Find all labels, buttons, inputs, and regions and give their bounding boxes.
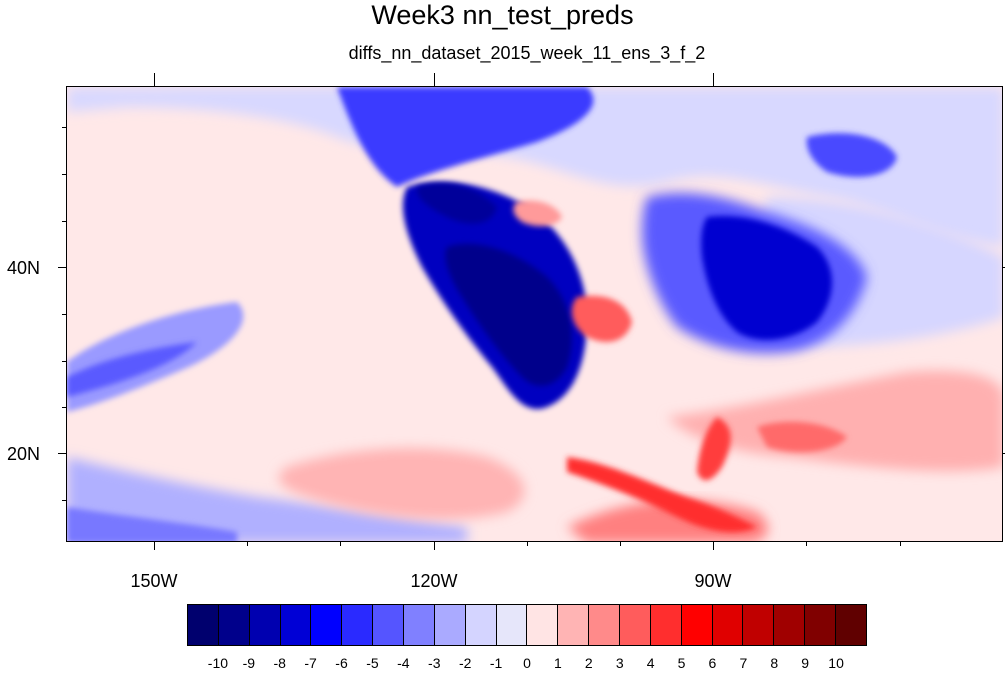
colorbar-label: 2	[584, 655, 593, 671]
colorbar-cell	[311, 605, 343, 645]
colorbar-label: -9	[242, 655, 256, 671]
colorbar-cell	[404, 605, 435, 645]
colorbar-label: -4	[397, 655, 410, 671]
colorbar-label: -7	[304, 655, 317, 671]
tick-left-minor	[62, 407, 66, 408]
colorbar-label: 8	[770, 655, 779, 671]
colorbar-label: -2	[458, 655, 472, 671]
colorbar-cell	[681, 605, 713, 645]
colorbar-cell	[805, 605, 837, 645]
tick-bottom-minor	[247, 542, 248, 546]
map-field	[67, 87, 1002, 541]
colorbar-label: 4	[646, 655, 655, 671]
colorbar-cell	[342, 605, 374, 645]
colorbar-cell	[373, 605, 405, 645]
colorbar-label: 6	[708, 655, 717, 671]
tick-bottom	[154, 542, 155, 550]
figure-subtitle: diffs_nn_dataset_2015_week_11_ens_3_f_2	[348, 43, 706, 63]
lon-label-150w: 150W	[130, 571, 178, 591]
colorbar-cell	[496, 605, 528, 645]
tick-left-minor	[62, 500, 66, 501]
colorbar-label: -1	[489, 655, 503, 671]
colorbar-label: 9	[801, 655, 810, 671]
lon-label-120w: 120W	[410, 571, 458, 591]
lat-label-20n: 20N	[6, 444, 40, 464]
colorbar-labels: -10 -9 -8 -7 -6 -5 -4 -3 -2 -1 0 1 2 3 4 5 6 7 8 9 10	[187, 655, 867, 673]
map-plot	[66, 86, 1003, 542]
tick-bottom-minor	[527, 542, 528, 546]
colorbar-cell	[774, 605, 806, 645]
colorbar-label: 0	[523, 655, 531, 671]
colorbar-cell	[280, 605, 312, 645]
tick-right	[1002, 267, 1005, 268]
colorbar-cell	[558, 605, 590, 645]
tick-bottom	[713, 542, 714, 550]
colorbar-cell	[620, 605, 651, 645]
tick-bottom-minor	[620, 542, 621, 546]
colorbar-cell	[249, 605, 281, 645]
tick-bottom	[434, 542, 435, 550]
colorbar-label: 5	[677, 655, 686, 671]
tick-left-minor	[62, 127, 66, 128]
colorbar-label: -6	[335, 655, 348, 671]
colorbar	[187, 604, 867, 646]
tick-bottom-minor	[806, 542, 807, 546]
tick-top	[154, 73, 155, 86]
colorbar-cell	[527, 605, 559, 645]
tick-left-minor	[62, 221, 66, 222]
colorbar-cell	[465, 605, 497, 645]
lat-label-40n: 40N	[6, 258, 40, 278]
colorbar-label: -10	[207, 655, 229, 671]
figure-title: Week3 nn_test_preds	[371, 0, 634, 30]
colorbar-label: -8	[273, 655, 286, 671]
tick-left-minor	[62, 314, 66, 315]
tick-left-minor	[62, 174, 66, 175]
tick-left	[58, 453, 66, 454]
tick-bottom-minor	[900, 542, 901, 546]
tick-left-minor	[62, 361, 66, 362]
colorbar-label: -5	[366, 655, 379, 671]
colorbar-cell	[434, 605, 466, 645]
tick-bottom-minor	[340, 542, 341, 546]
colorbar-cell	[188, 605, 219, 645]
tick-top	[713, 73, 714, 86]
tick-left	[58, 267, 66, 268]
colorbar-cell	[836, 605, 866, 645]
lon-label-90w: 90W	[694, 571, 732, 591]
colorbar-cell	[743, 605, 775, 645]
colorbar-cell	[650, 605, 682, 645]
tick-right	[1002, 453, 1005, 454]
colorbar-label: -3	[428, 655, 441, 671]
colorbar-label: 1	[554, 655, 562, 671]
colorbar-cell	[218, 605, 250, 645]
colorbar-cell	[712, 605, 744, 645]
colorbar-label: 7	[739, 655, 748, 671]
colorbar-label: 10	[828, 655, 844, 671]
tick-top	[434, 73, 435, 86]
colorbar-cell	[589, 605, 621, 645]
colorbar-label: 3	[615, 655, 624, 671]
